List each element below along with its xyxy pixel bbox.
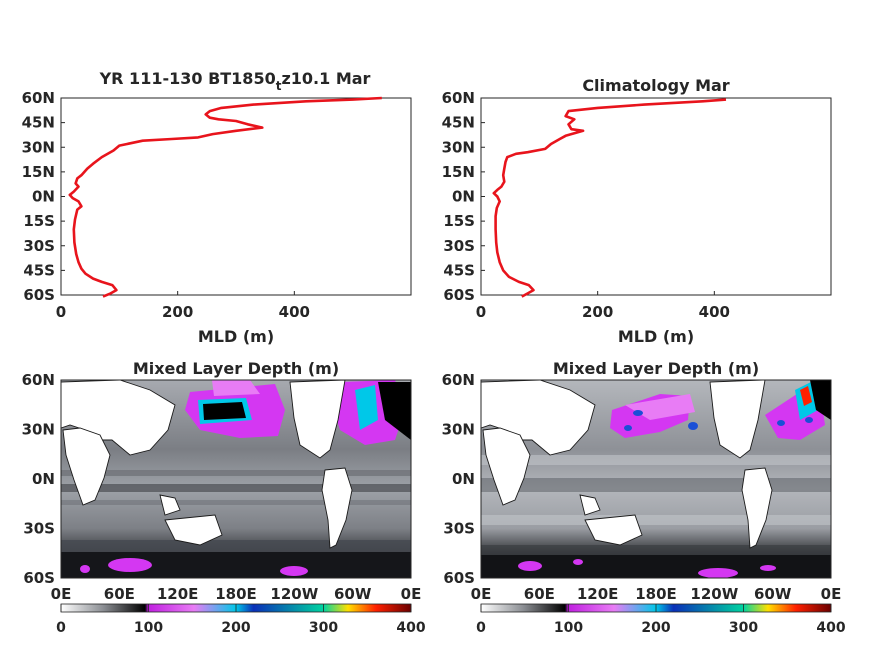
panel1-ytick-label: 0N xyxy=(32,188,55,206)
panel1-title: YR 111-130 BT1850tz10.1 Mar xyxy=(99,69,371,93)
panel4-ytick-label: 60N xyxy=(442,371,475,389)
panel3-xtick-label: 180E xyxy=(215,585,257,603)
map4-land xyxy=(480,379,773,549)
panel3-cbar-tick-label: 0 xyxy=(56,620,66,636)
panel2-ytick-label: 15S xyxy=(443,212,475,230)
panel2-profile-line xyxy=(492,98,727,298)
panel4-ytick-label: 0N xyxy=(452,470,475,488)
panel4-cbar-tick-label: 200 xyxy=(641,620,670,636)
panel3-ytick-label: 0N xyxy=(32,470,55,488)
panel4-axes xyxy=(480,379,832,579)
panel3-colorbar-ticks: 0 100 200 300 400 xyxy=(56,604,426,636)
panel2-yticks: 60N 45N 30N 15N 0N 15S 30S 45S 60S xyxy=(442,89,485,304)
panel3-ytick-label: 60N xyxy=(22,371,55,389)
panel4-ytick-label: 60S xyxy=(443,569,475,587)
panel2-ytick-label: 30N xyxy=(442,138,475,156)
map-panel-climatology: Mixed Layer Depth (m) xyxy=(442,359,846,636)
panel1-yticks: 60N 45N 30N 15N 0N 15S 30S 45S 60S xyxy=(22,89,65,304)
panel2-xticks: 0 200 400 xyxy=(476,291,730,321)
panel1-xticks: 0 200 400 xyxy=(56,291,310,321)
panel2-xtick-label: 400 xyxy=(699,303,730,321)
panel2-title: Climatology Mar xyxy=(582,76,729,95)
panel4-cbar-tick-label: 300 xyxy=(729,620,758,636)
panel3-xtick-label: 0E xyxy=(401,585,422,603)
panel1-ytick-label: 30N xyxy=(22,138,55,156)
panel2-xlabel: MLD (m) xyxy=(618,327,694,346)
panel1-ytick-label: 60N xyxy=(22,89,55,107)
panel2-xtick-label: 0 xyxy=(476,303,486,321)
map3-land xyxy=(60,379,353,549)
panel1-xlabel: MLD (m) xyxy=(198,327,274,346)
panel3-xtick-label: 60E xyxy=(104,585,135,603)
profile-panel-climatology: Climatology Mar 60N45N30N15N0N15S30S45S6… xyxy=(442,76,832,346)
panel4-yticks: 60N 30N 0N 30S 60S xyxy=(442,371,475,587)
panel4-xticks: 0E 60E 120E 180E 120W 60W 0E xyxy=(471,585,842,603)
panel1-xtick-label: 400 xyxy=(279,303,310,321)
panel1-xtick-label: 0 xyxy=(56,303,66,321)
panel3-xtick-label: 120W xyxy=(270,585,318,603)
map-panel-model: Mixed Layer Depth (m) xyxy=(22,359,426,636)
panel1-ytick-label: 15S xyxy=(23,212,55,230)
panel1-ytick-label: 30S xyxy=(23,237,55,255)
panel1-axes xyxy=(60,97,412,296)
panel4-ytick-label: 30S xyxy=(443,520,475,538)
map3-field xyxy=(61,380,411,578)
panel2-ytick-label: 60N xyxy=(442,89,475,107)
panel1-ytick-label: 45S xyxy=(23,261,55,279)
panel4-ytick-label: 30N xyxy=(442,421,475,439)
panel1-profile-line xyxy=(68,96,382,298)
panel3-yticks: 60N 30N 0N 30S 60S xyxy=(22,371,55,587)
panel4-xtick-label: 180E xyxy=(635,585,677,603)
panel3-cbar-tick-label: 300 xyxy=(309,620,338,636)
panel4-cbar-tick-label: 100 xyxy=(554,620,583,636)
panel4-colorbar-ticks: 0 100 200 300 400 xyxy=(476,604,846,636)
panel3-cbar-tick-label: 200 xyxy=(221,620,250,636)
panel4-xtick-label: 120E xyxy=(577,585,619,603)
panel1-ytick-label: 60S xyxy=(23,286,55,304)
panel2-ytick-label: 0N xyxy=(452,188,475,206)
map4-field xyxy=(481,380,831,578)
panel2-ytick-label: 45N xyxy=(442,114,475,132)
panel3-ytick-label: 60S xyxy=(23,569,55,587)
panel3-xtick-label: 120E xyxy=(157,585,199,603)
panel4-xtick-label: 60E xyxy=(524,585,555,603)
panel3-cbar-tick-label: 100 xyxy=(134,620,163,636)
panel2-ytick-label: 45S xyxy=(443,261,475,279)
panel3-xticks: 0E 60E 120E 180E 120W 60W 0E xyxy=(51,585,422,603)
panel4-cbar-tick-label: 400 xyxy=(816,620,845,636)
panel4-xtick-label: 0E xyxy=(821,585,842,603)
panel4-cbar-tick-label: 0 xyxy=(476,620,486,636)
panel1-ytick-label: 15N xyxy=(22,163,55,181)
panel3-xtick-label: 0E xyxy=(51,585,72,603)
panel1-xtick-label: 200 xyxy=(162,303,193,321)
profile-panel-model: YR 111-130 BT1850tz10.1 Mar 60N 45N 30N 15N… xyxy=(22,69,412,346)
panel3-title: Mixed Layer Depth (m) xyxy=(133,359,339,378)
panel4-xtick-label: 60W xyxy=(754,585,792,603)
panel1-title-subscript: t xyxy=(276,79,282,93)
panel2-ytick-label: 15N xyxy=(442,163,475,181)
panel3-axes xyxy=(60,379,412,579)
panel4-title: Mixed Layer Depth (m) xyxy=(553,359,759,378)
panel3-ytick-label: 30S xyxy=(23,520,55,538)
panel3-xtick-label: 60W xyxy=(334,585,372,603)
panel3-ytick-label: 30N xyxy=(22,421,55,439)
panel3-cbar-tick-label: 400 xyxy=(396,620,425,636)
panel4-xtick-label: 120W xyxy=(690,585,738,603)
panel1-ytick-label: 45N xyxy=(22,114,55,132)
panel4-xtick-label: 0E xyxy=(471,585,492,603)
panel2-ytick-label: 30S xyxy=(443,237,475,255)
panel2-ytick-label: 60S xyxy=(443,286,475,304)
panel2-xtick-label: 200 xyxy=(582,303,613,321)
panel2-axes xyxy=(480,97,832,296)
